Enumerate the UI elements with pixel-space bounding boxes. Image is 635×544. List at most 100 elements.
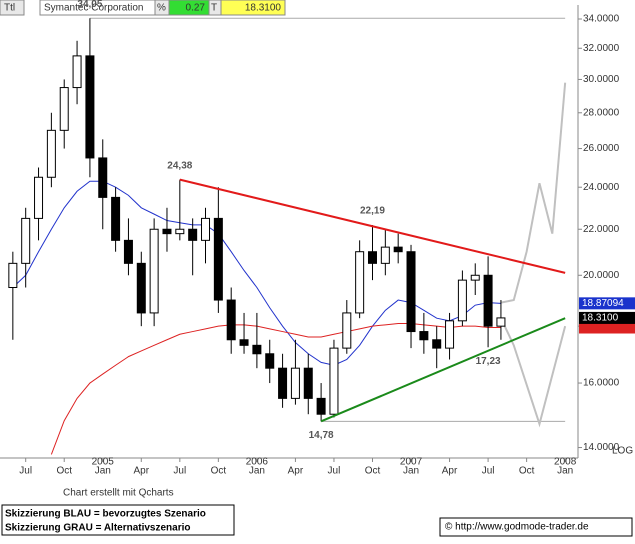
candle-body: [21, 217, 31, 264]
note: Skizzierung BLAU = bevorzugtes Szenario: [5, 509, 206, 520]
credit: Chart erstellt mit Qcharts: [63, 488, 174, 499]
candle-body: [201, 217, 211, 241]
candle-body: [355, 251, 365, 314]
candle-body: [316, 397, 326, 415]
candle-body: [445, 320, 455, 349]
candle-body: [123, 239, 133, 264]
candle-body: [483, 274, 493, 327]
trend-line: [320, 317, 566, 423]
x-tick-label: Apr: [442, 466, 458, 477]
candle-body: [496, 317, 506, 327]
candle-body: [226, 299, 236, 341]
candle-body: [111, 196, 121, 241]
candle-body: [278, 367, 288, 399]
candle-body: [46, 129, 56, 178]
price-box: [579, 311, 635, 324]
candle-body: [149, 228, 159, 314]
header-symbol: %: [157, 3, 166, 14]
x-tick-label: Jan: [557, 466, 573, 477]
price-box-label: 18.3100: [582, 313, 619, 324]
candle-body: [393, 246, 403, 253]
x-year-label: 2007: [400, 457, 423, 468]
candle-body: [367, 251, 377, 264]
annotation: 17,23: [476, 356, 501, 367]
candle-body: [303, 367, 313, 399]
y-tick-label: 22.0000: [583, 224, 620, 235]
x-tick-label: Jul: [482, 466, 495, 477]
scenario-line: [500, 317, 567, 428]
price-box: [579, 297, 635, 310]
candle-body: [213, 217, 223, 301]
x-year-label: 2006: [246, 457, 269, 468]
candle-body: [98, 157, 108, 198]
candle-body: [380, 246, 390, 264]
note: Skizzierung GRAU = Alternativszenario: [5, 523, 191, 534]
candle-body: [239, 339, 249, 346]
x-tick-label: Jan: [95, 466, 111, 477]
y-tick-label: 28.0000: [583, 107, 620, 118]
candle-body: [252, 344, 262, 355]
url: © http://www.godmode-trader.de: [445, 522, 589, 533]
x-tick-label: Jul: [173, 466, 186, 477]
candle-body: [59, 87, 69, 131]
price-box: [579, 321, 635, 334]
annotation: 34,05: [77, 0, 102, 10]
candle-body: [72, 55, 82, 89]
x-tick-label: Oct: [365, 466, 381, 477]
x-tick-label: Oct: [56, 466, 72, 477]
y-tick-label: 20.0000: [583, 270, 620, 281]
candle-body: [406, 251, 416, 333]
candle-body: [290, 367, 300, 399]
header-name: Symantec Corporation: [44, 3, 144, 14]
annotation: 22,19: [360, 206, 385, 217]
note-box: [1, 504, 235, 536]
candle-body: [8, 262, 18, 289]
candle-body: [136, 262, 146, 314]
candle-body: [457, 279, 467, 322]
header-box: [220, 0, 286, 16]
candle-body: [470, 274, 480, 281]
trend-line: [179, 178, 566, 274]
x-tick-label: Apr: [134, 466, 150, 477]
y-tick-label: 30.0000: [583, 74, 620, 85]
y-tick-label: 24.0000: [583, 182, 620, 193]
scenario-line: [500, 82, 567, 304]
y-tick-label: 34.0000: [583, 14, 620, 25]
header-change: 0.27: [186, 3, 206, 14]
candle-body: [419, 331, 429, 341]
y-tick-label: 16.0000: [583, 378, 620, 389]
header-last: 18.3100: [245, 3, 282, 14]
x-tick-label: Jan: [403, 466, 419, 477]
x-tick-label: Oct: [211, 466, 227, 477]
x-tick-label: Apr: [288, 466, 304, 477]
candle-body: [342, 312, 352, 349]
x-tick-label: Jan: [249, 466, 265, 477]
annotation: 14,78: [309, 430, 334, 441]
header-box: [0, 0, 25, 16]
candle-body: [162, 228, 172, 235]
candle-body: [34, 176, 44, 219]
y-tick-label: 26.0000: [583, 143, 620, 154]
x-year-label: 2008: [554, 457, 577, 468]
candle-body: [432, 339, 442, 349]
y-tick-label: 14.0000: [583, 442, 620, 453]
price-box-label: 18.87094: [582, 298, 624, 309]
header-symbol: T: [211, 3, 217, 14]
candle-body: [188, 228, 198, 241]
axis-note: LOG: [612, 446, 633, 457]
candle-body: [329, 347, 339, 415]
x-tick-label: Oct: [519, 466, 535, 477]
x-year-label: 2005: [92, 457, 115, 468]
x-tick-label: Jul: [19, 466, 32, 477]
moving-average: [12, 180, 501, 366]
x-tick-label: Jul: [328, 466, 341, 477]
candle-body: [175, 228, 185, 235]
candle-body: [85, 55, 95, 159]
candle-body: [265, 353, 275, 369]
header-tag: Ttl: [4, 3, 15, 14]
y-tick-label: 32.0000: [583, 43, 620, 54]
url-box: [439, 517, 633, 537]
